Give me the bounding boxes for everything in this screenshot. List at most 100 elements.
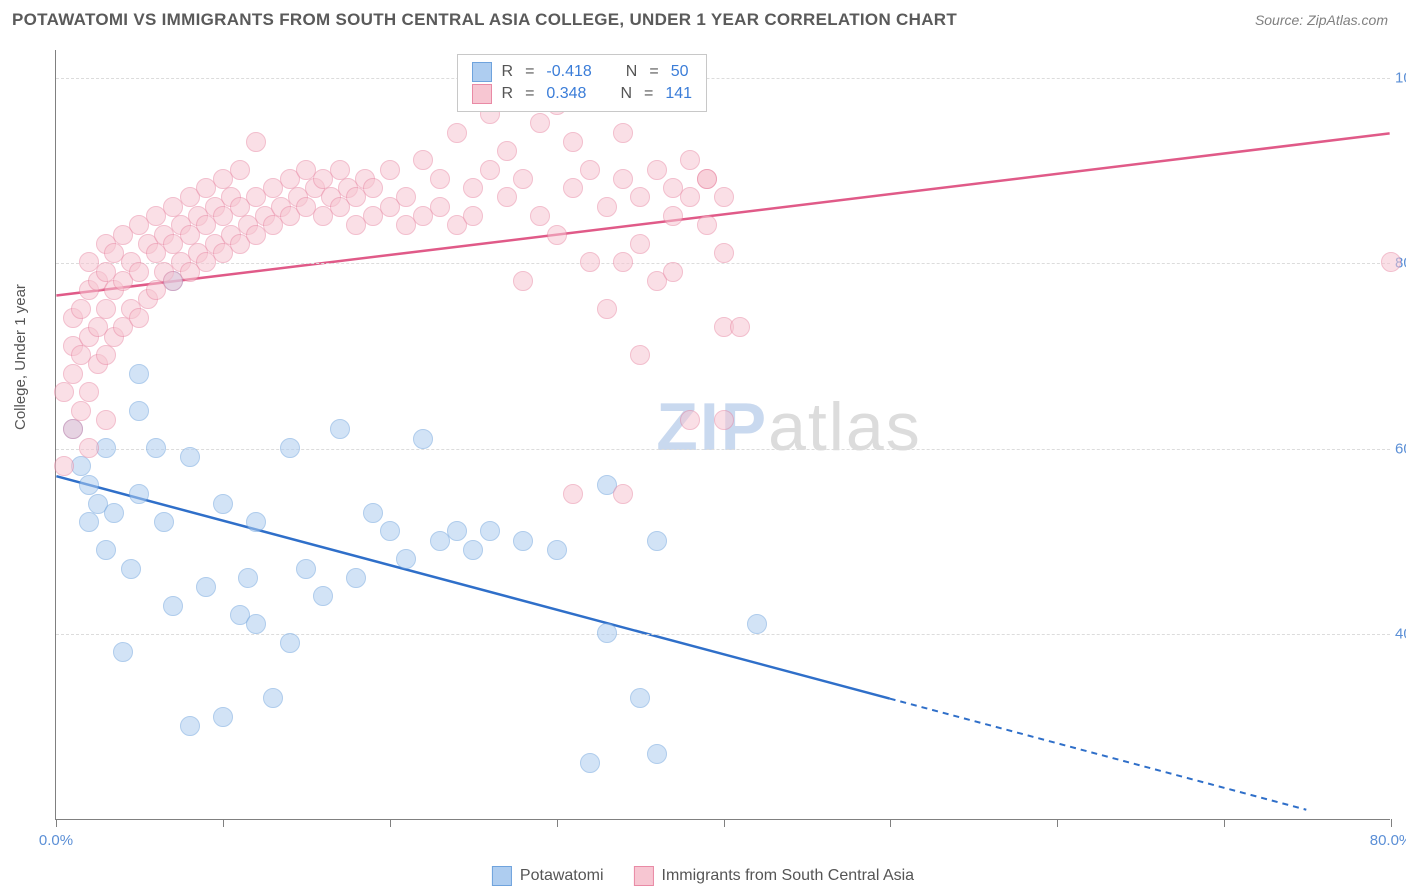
stat-n-label: N xyxy=(626,61,638,83)
data-point xyxy=(196,577,216,597)
data-point xyxy=(463,540,483,560)
data-point xyxy=(513,169,533,189)
data-point xyxy=(613,252,633,272)
data-point xyxy=(597,299,617,319)
data-point xyxy=(79,382,99,402)
legend-item-immigrants: Immigrants from South Central Asia xyxy=(634,866,915,886)
data-point xyxy=(430,197,450,217)
data-point xyxy=(680,150,700,170)
x-tick xyxy=(1057,819,1058,827)
data-point xyxy=(647,744,667,764)
stats-legend-row: R=0.348N=141 xyxy=(472,83,693,105)
data-point xyxy=(513,531,533,551)
stat-n-value: 141 xyxy=(665,83,692,105)
data-point xyxy=(613,169,633,189)
data-point xyxy=(497,187,517,207)
data-point xyxy=(563,132,583,152)
data-point xyxy=(680,187,700,207)
data-point xyxy=(146,438,166,458)
legend-label: Potawatomi xyxy=(520,867,604,885)
data-point xyxy=(630,234,650,254)
legend-item-potawatomi: Potawatomi xyxy=(492,866,604,886)
data-point xyxy=(180,447,200,467)
data-point xyxy=(163,596,183,616)
data-point xyxy=(71,299,91,319)
data-point xyxy=(630,345,650,365)
data-point xyxy=(129,262,149,282)
data-point xyxy=(246,512,266,532)
data-point xyxy=(246,132,266,152)
data-point xyxy=(79,438,99,458)
x-tick xyxy=(890,819,891,827)
data-point xyxy=(663,206,683,226)
data-point xyxy=(96,345,116,365)
gridline-h xyxy=(56,263,1390,264)
data-point xyxy=(730,317,750,337)
data-point xyxy=(313,586,333,606)
data-point xyxy=(1381,252,1401,272)
data-point xyxy=(230,160,250,180)
data-point xyxy=(280,438,300,458)
data-point xyxy=(396,549,416,569)
data-point xyxy=(396,187,416,207)
data-point xyxy=(180,716,200,736)
data-point xyxy=(547,225,567,245)
data-point xyxy=(129,364,149,384)
data-point xyxy=(563,484,583,504)
gridline-h xyxy=(56,449,1390,450)
data-point xyxy=(747,614,767,634)
data-point xyxy=(54,382,74,402)
data-point xyxy=(380,160,400,180)
data-point xyxy=(613,484,633,504)
data-point xyxy=(263,688,283,708)
data-point xyxy=(697,169,717,189)
stat-n-value: 50 xyxy=(671,61,689,83)
legend-swatch xyxy=(472,62,492,82)
x-tick xyxy=(1391,819,1392,827)
data-point xyxy=(363,178,383,198)
chart-header: POTAWATOMI VS IMMIGRANTS FROM SOUTH CENT… xyxy=(0,0,1406,38)
x-tick xyxy=(724,819,725,827)
data-point xyxy=(79,475,99,495)
data-point xyxy=(129,308,149,328)
x-tick-label: 80.0% xyxy=(1370,832,1406,849)
data-point xyxy=(129,484,149,504)
data-point xyxy=(714,410,734,430)
data-point xyxy=(663,262,683,282)
chart-source: Source: ZipAtlas.com xyxy=(1255,12,1388,28)
data-point xyxy=(580,753,600,773)
data-point xyxy=(563,178,583,198)
stat-n-label: N xyxy=(620,83,632,105)
data-point xyxy=(363,503,383,523)
data-point xyxy=(497,141,517,161)
stats-legend-row: R=-0.418N=50 xyxy=(472,61,693,83)
data-point xyxy=(480,521,500,541)
legend-swatch xyxy=(492,866,512,886)
data-point xyxy=(447,521,467,541)
data-point xyxy=(547,540,567,560)
data-point xyxy=(714,243,734,263)
legend-swatch xyxy=(472,84,492,104)
data-point xyxy=(63,364,83,384)
data-point xyxy=(613,123,633,143)
data-point xyxy=(714,187,734,207)
data-point xyxy=(513,271,533,291)
data-point xyxy=(580,160,600,180)
gridline-h xyxy=(56,78,1390,79)
data-point xyxy=(530,113,550,133)
chart-title: POTAWATOMI VS IMMIGRANTS FROM SOUTH CENT… xyxy=(12,10,957,30)
data-point xyxy=(71,401,91,421)
data-point xyxy=(104,503,124,523)
x-tick xyxy=(56,819,57,827)
data-point xyxy=(580,252,600,272)
data-point xyxy=(96,299,116,319)
y-tick-label: 60.0% xyxy=(1395,440,1406,457)
data-point xyxy=(96,540,116,560)
data-point xyxy=(79,512,99,532)
data-point xyxy=(296,559,316,579)
data-point xyxy=(463,178,483,198)
x-tick xyxy=(390,819,391,827)
data-point xyxy=(413,150,433,170)
data-point xyxy=(597,623,617,643)
data-point xyxy=(330,160,350,180)
